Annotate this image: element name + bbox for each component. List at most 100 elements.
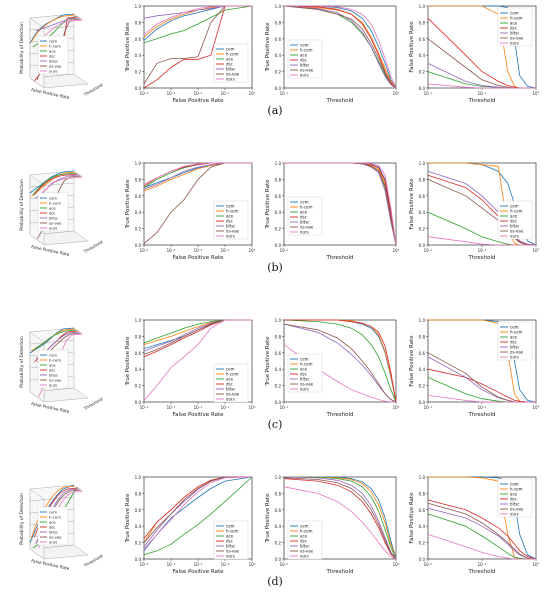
- legend-box: [287, 520, 323, 560]
- legend-label-ace: ace: [300, 53, 308, 58]
- x-tick-label: 10⁻²: [478, 405, 487, 410]
- y-tick-label: 0.6: [275, 508, 282, 513]
- y-axis-label: True Positive Rate: [265, 336, 271, 387]
- roc-plot: 0.0 0.2 0.4 0.6 0.8 1.0 10⁻⁴ 10⁻³ 10⁻² 10⁻¹ 10⁰ Fal…: [125, 318, 256, 418]
- series-line-dsc: [143, 5, 252, 89]
- y-tick-label: 0.2: [275, 70, 282, 75]
- y-tick-label: 0.0: [275, 86, 282, 91]
- x-tick-label: 10⁰: [393, 248, 400, 253]
- legend-label-cem: cem: [49, 510, 57, 515]
- legend-label-ours: ours: [510, 234, 519, 239]
- y-tick-label: 0.6: [419, 194, 426, 199]
- legend-label-ours: ours: [226, 554, 235, 559]
- y-tick-label: 1.0: [275, 475, 282, 480]
- x-axis-3d-label: False Positive Rate: [31, 401, 71, 414]
- series-line-dsc: [427, 499, 537, 560]
- series-3d-ace: [32, 172, 77, 196]
- y-tick-label: 0.4: [275, 367, 282, 372]
- y-tick-label: 1.0: [275, 4, 282, 9]
- x-tick-label: 10⁻¹: [280, 405, 289, 410]
- z-axis-label: Probability of Detection: [19, 493, 25, 545]
- legend-label-os-vae: os-vae: [300, 382, 314, 387]
- legend-label-os-vae: os-vae: [510, 350, 524, 355]
- legend-label-os-vae: os-vae: [226, 229, 240, 234]
- legend-label-ours: ours: [49, 383, 57, 388]
- legend-label-ours: ours: [226, 397, 235, 402]
- series-line-os-vae: [143, 319, 252, 355]
- x-tick-label: 10⁻¹: [280, 248, 289, 253]
- legend-label-cem: cem: [226, 524, 235, 529]
- series-line-os-vae: [283, 477, 397, 560]
- y-tick-label: 0.4: [275, 210, 282, 215]
- x-axis-label: Threshold: [467, 412, 495, 418]
- legend-label-dsc: dsc: [226, 382, 233, 387]
- y-tick-label: 0.6: [275, 351, 282, 356]
- legend-label-os-vae: os-vae: [226, 392, 240, 397]
- series-line-os-vae: [283, 323, 397, 403]
- z-axis-label: Probability of Detection: [19, 22, 25, 74]
- legend-box: [497, 200, 533, 240]
- y-axis-3d-label: Threshold: [82, 553, 104, 568]
- legend-label-bltsc: bltsc: [226, 67, 236, 72]
- row-c: Probability of Detection False Positive R…: [19, 318, 540, 418]
- y-tick-label: 0.8: [275, 20, 282, 25]
- row-d: Probability of Detection False Positive R…: [19, 475, 540, 575]
- x-axis-3d-label: False Positive Rate: [31, 558, 71, 571]
- legend-label-cem: cem: [300, 357, 309, 362]
- y-tick-label: 0.0: [135, 557, 142, 562]
- legend-label-ace: ace: [510, 335, 518, 340]
- caption-row-a: (a): [267, 104, 283, 117]
- series-line-ours: [427, 534, 536, 560]
- y-axis-label: True Positive Rate: [265, 179, 271, 230]
- legend-label-ours: ours: [49, 226, 57, 231]
- y-axis-label: True Positive Rate: [265, 22, 271, 73]
- series-line-ace: [143, 5, 253, 44]
- series-line-ours: [283, 344, 396, 403]
- y-tick-label: 0.8: [135, 491, 142, 496]
- fpr_thr-plot: 0.0 0.2 0.4 0.6 0.8 1.0 10⁻¹ 10⁻² 10° Threshold Fa…: [409, 318, 540, 418]
- y-tick-label: 0.8: [419, 491, 426, 496]
- series-line-ours: [284, 5, 397, 89]
- legend-box: [37, 192, 69, 232]
- tpr_thr-plot: 0.0 0.2 0.4 0.6 0.8 1.0 10⁻¹ 10⁰ Threshold True P…: [265, 4, 400, 104]
- x-tick-label: 10⁰: [393, 405, 400, 410]
- legend-label-cem: cem: [510, 204, 519, 209]
- series-line-os-vae: [283, 5, 397, 89]
- x-tick-label: 10⁻⁴: [140, 405, 149, 410]
- y-tick-label: 0.2: [275, 227, 282, 232]
- legend-label-dsc: dsc: [510, 497, 517, 502]
- x-tick-label: 10⁻²: [194, 91, 203, 96]
- row-b: Probability of Detection False Positive R…: [19, 161, 540, 261]
- y-tick-label: 0.6: [135, 37, 142, 42]
- legend-label-h-cem: h-cem: [49, 358, 61, 363]
- series-line-dsc: [283, 478, 397, 560]
- y-tick-label: 1.0: [135, 4, 142, 9]
- legend-box: [287, 353, 323, 393]
- series-line-ours: [427, 83, 536, 89]
- y-tick-label: 0.4: [275, 524, 282, 529]
- roc-plot: 0.0 0.2 0.4 0.6 0.8 1.0 10⁻⁴ 10⁻³ 10⁻² 10⁻¹ 10⁰ Fal…: [125, 475, 256, 575]
- legend-label-os-vae: os-vae: [300, 225, 314, 230]
- x-axis-label: Threshold: [467, 569, 495, 575]
- x-tick-label: 10⁻¹: [221, 91, 230, 96]
- x-tick-label: 10⁻¹: [280, 91, 289, 96]
- y-tick-label: 0.6: [275, 37, 282, 42]
- x-tick-label: 10⁰: [249, 248, 256, 253]
- fpr_thr-plot: 0.0 0.2 0.4 0.6 0.8 1.0 10⁻¹ 10⁻² 10° Threshold Fa…: [409, 161, 540, 261]
- y-tick-label: 0.2: [419, 227, 426, 232]
- x-axis-label: Threshold: [325, 255, 353, 261]
- legend-label-ace: ace: [300, 210, 308, 215]
- y-axis-label: False Positive Rate: [409, 335, 415, 387]
- y-tick-label: 0.8: [135, 334, 142, 339]
- legend-label-bltsc: bltsc: [300, 377, 310, 382]
- legend-label-ace: ace: [226, 214, 234, 219]
